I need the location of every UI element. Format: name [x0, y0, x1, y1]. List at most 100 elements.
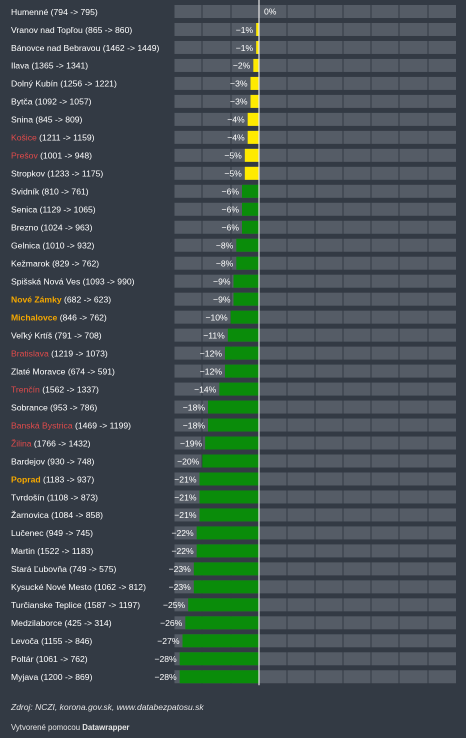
category-label: Levoča (1155 -> 846)	[11, 636, 92, 646]
category-label: Bardejov (930 -> 748)	[11, 456, 94, 466]
value-label: −12%	[200, 366, 223, 376]
bar	[256, 40, 259, 54]
bar-chart: Humenné (794 -> 795) −1% Vranov nad Topľou…	[11, 0, 456, 686]
value-label: −9%	[213, 294, 231, 304]
category-label: Kysucké Nové Mesto (1062 -> 812)	[11, 582, 146, 592]
value-label: −19%	[180, 438, 203, 448]
category-label: Nové Zámky (682 -> 623)	[11, 294, 111, 304]
category-label: Gelnica (1010 -> 932)	[11, 241, 94, 251]
bar	[185, 616, 259, 630]
category-label: Snina (845 -> 809)	[11, 115, 83, 125]
category-label: Humenné (794 -> 795)	[11, 7, 98, 17]
value-label: −12%	[200, 348, 223, 358]
highlighted-name: Trenčín	[11, 384, 40, 394]
category-label: Myjava (1200 -> 869)	[11, 672, 93, 682]
category-label: Sobrance (953 -> 786)	[11, 402, 97, 412]
bar	[244, 166, 259, 180]
category-label: Poltár (1061 -> 762)	[11, 654, 88, 664]
label-rest: (1001 -> 948)	[38, 151, 92, 161]
value-label: −6%	[222, 223, 240, 233]
category-label: Bytča (1092 -> 1057)	[11, 97, 92, 107]
value-label: −23%	[169, 582, 192, 592]
category-label: Tvrdošín (1108 -> 873)	[11, 492, 98, 502]
category-label: Trenčín (1562 -> 1337)	[11, 384, 99, 394]
bar	[179, 670, 259, 684]
bar	[242, 202, 259, 216]
value-label: −22%	[171, 546, 194, 556]
value-label: −6%	[222, 205, 240, 215]
credit-note: Vytvorené pomocou Datawrapper	[11, 723, 129, 732]
bar	[208, 418, 259, 432]
label-rest: (1219 -> 1073)	[49, 348, 108, 358]
category-label: Dolný Kubín (1256 -> 1221)	[11, 79, 117, 89]
bar	[247, 112, 259, 126]
bar	[250, 76, 259, 90]
value-label: −20%	[177, 456, 200, 466]
bar	[199, 472, 259, 486]
source-note: Zdroj: NCZI, korona.gov.sk, www.databezp…	[11, 702, 204, 712]
highlighted-name: Prešov	[11, 151, 38, 161]
value-label: −14%	[194, 384, 217, 394]
value-label: −28%	[154, 672, 177, 682]
credit-tool: Datawrapper	[82, 723, 130, 732]
category-label: Brezno (1024 -> 963)	[11, 223, 93, 233]
category-label: Žilina (1766 -> 1432)	[11, 438, 91, 448]
category-label: Stropkov (1233 -> 1175)	[11, 169, 103, 179]
bar	[256, 22, 259, 36]
value-label: −22%	[171, 528, 194, 538]
highlighted-name: Nové Zámky	[11, 294, 62, 304]
bar	[199, 508, 259, 522]
bar	[242, 220, 259, 234]
category-label: Svidník (810 -> 761)	[11, 187, 89, 197]
bar	[208, 400, 259, 414]
bar	[242, 184, 259, 198]
value-label: −28%	[154, 654, 177, 664]
bar	[219, 382, 259, 396]
category-label: Kežmarok (829 -> 762)	[11, 259, 99, 269]
value-label: −9%	[213, 277, 231, 287]
bar	[247, 130, 259, 144]
category-label: Lučenec (949 -> 745)	[11, 528, 93, 538]
value-label: −4%	[227, 133, 245, 143]
value-label: −8%	[216, 259, 234, 269]
value-label: −18%	[183, 420, 206, 430]
bar	[227, 328, 259, 342]
bar	[182, 634, 259, 648]
bar	[233, 292, 259, 306]
category-label: Košice (1211 -> 1159)	[11, 133, 95, 143]
bar	[193, 580, 259, 594]
bar	[244, 148, 259, 162]
bar	[236, 256, 259, 270]
label-rest: (1562 -> 1337)	[40, 384, 99, 394]
value-label: −26%	[160, 618, 183, 628]
value-label: −6%	[222, 187, 240, 197]
bar	[188, 598, 259, 612]
bar	[196, 526, 259, 540]
value-label: −10%	[205, 312, 228, 322]
bar	[205, 436, 259, 450]
bar	[253, 58, 259, 72]
value-label: −21%	[174, 492, 197, 502]
category-label: Banská Bystrica (1469 -> 1199)	[11, 420, 131, 430]
bar	[193, 562, 259, 576]
highlighted-name: Poprad	[11, 474, 41, 484]
label-rest: (846 -> 762)	[57, 312, 107, 322]
value-label: −3%	[230, 79, 248, 89]
value-label: −4%	[227, 115, 245, 125]
value-label: −1%	[236, 25, 254, 35]
bar	[179, 652, 259, 666]
value-label: −1%	[236, 43, 254, 53]
category-label: Vranov nad Topľou (865 -> 860)	[11, 25, 132, 35]
category-label: Poprad (1183 -> 937)	[11, 474, 94, 484]
label-rest: (1766 -> 1432)	[32, 438, 91, 448]
highlighted-name: Žilina	[11, 438, 32, 448]
value-label: −2%	[233, 61, 251, 71]
bar	[225, 364, 259, 378]
category-label: Zlaté Moravce (674 -> 591)	[11, 366, 115, 376]
category-label: Bratislava (1219 -> 1073)	[11, 348, 108, 358]
category-label: Bánovce nad Bebravou (1462 -> 1449)	[11, 43, 159, 53]
category-label: Martin (1522 -> 1183)	[11, 546, 93, 556]
bar	[233, 274, 259, 288]
category-label: Spišská Nová Ves (1093 -> 990)	[11, 277, 135, 287]
bar	[250, 94, 259, 108]
